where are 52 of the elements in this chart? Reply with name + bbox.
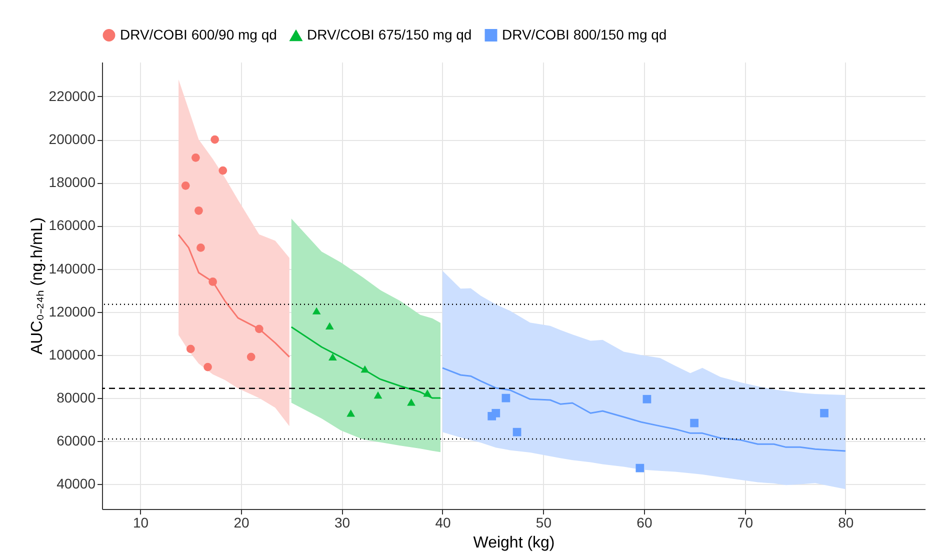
y-tick-label: 120000 — [48, 303, 96, 320]
legend-label: DRV/COBI 800/150 mg qd — [502, 26, 667, 42]
point — [181, 181, 190, 190]
point — [407, 398, 416, 406]
legend-label: DRV/COBI 675/150 mg qd — [307, 26, 472, 43]
point — [423, 389, 432, 397]
y-tick-label: 180000 — [48, 174, 96, 190]
line-series — [290, 326, 442, 399]
x-tick-label: 50 — [536, 514, 552, 530]
point — [502, 394, 510, 402]
point — [218, 166, 228, 175]
y-tick-label: 140000 — [48, 260, 96, 276]
point — [254, 324, 264, 334]
point — [186, 344, 195, 354]
x-tick-label: 60 — [636, 514, 652, 530]
y-tick-label: 160000 — [48, 217, 96, 234]
legend-label: DRV/COBI 600/90 mg qd — [120, 26, 277, 42]
x-tick-label: 40 — [435, 514, 451, 530]
point — [194, 206, 203, 215]
y-tick-label: 220000 — [48, 88, 96, 104]
y-axis-title: AUC₀₋₂₄ₕ (ng.h/mL) — [28, 217, 46, 355]
x-axis-title: Weight (kg) — [473, 534, 555, 552]
point — [328, 353, 337, 361]
point — [210, 135, 220, 144]
x-tick-label: 20 — [234, 514, 250, 530]
x-tick-label: 70 — [737, 514, 754, 530]
point — [512, 428, 522, 436]
point — [208, 278, 217, 286]
x-tick-label: 30 — [334, 514, 350, 530]
point — [192, 153, 200, 162]
point — [492, 408, 500, 418]
point — [374, 391, 382, 399]
point — [346, 410, 355, 417]
y-tick-label: 60000 — [56, 432, 96, 449]
point — [636, 464, 644, 472]
x-tick-label: 80 — [838, 514, 854, 530]
point — [246, 352, 256, 362]
line-series — [442, 367, 846, 452]
point — [196, 244, 205, 252]
x-tick-label: 10 — [132, 514, 149, 530]
y-tick-label: 80000 — [56, 390, 96, 406]
point — [204, 362, 212, 372]
line-series — [178, 234, 290, 358]
y-tick-label: 200000 — [48, 131, 96, 148]
y-tick-label: 100000 — [48, 346, 96, 362]
point — [642, 394, 652, 404]
y-tick-label: 40000 — [56, 476, 96, 492]
point — [360, 365, 370, 373]
point — [690, 418, 698, 428]
point — [820, 408, 828, 418]
point — [325, 322, 334, 330]
point — [312, 307, 321, 314]
